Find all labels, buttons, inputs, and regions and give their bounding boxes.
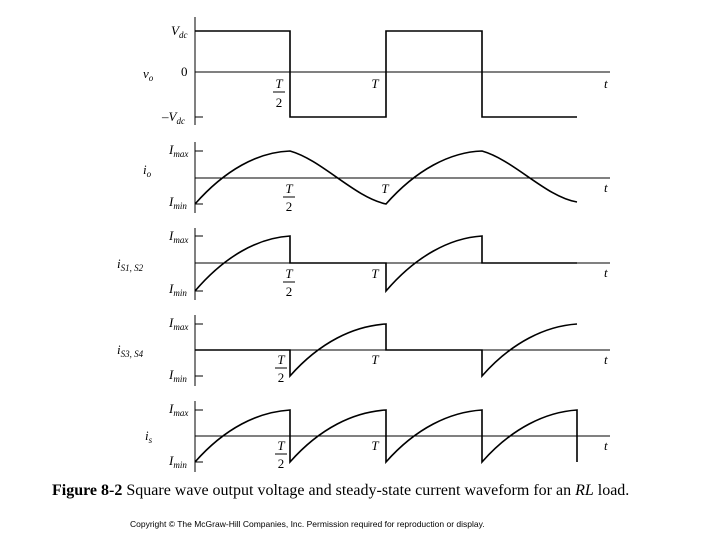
vo-level-neg-vdc: –Vdc — [161, 109, 185, 126]
is12-period-label: T — [371, 266, 379, 281]
panel-io: Imax Imin io T 2 T t — [143, 142, 610, 214]
is12-level-max: Imax — [168, 228, 188, 245]
io-level-min: Imin — [168, 194, 187, 211]
io-signal-label: io — [143, 162, 152, 179]
is34-half-period-den: 2 — [278, 370, 285, 385]
figure-caption-text: Square wave output voltage and steady-st… — [126, 482, 572, 499]
vo-half-period-num: T — [275, 76, 283, 91]
is34-signal-label: iS3, S4 — [117, 342, 144, 359]
is12-half-period-den: 2 — [286, 284, 293, 299]
is-current-wave — [194, 409, 578, 465]
panel-is1-is2: Imax Imin iS1, S2 T 2 T t — [117, 228, 610, 300]
io-current-wave — [194, 150, 578, 205]
waveform-figure: Vdc 0 –Vdc vo T 2 T t Imax Imin io T 2 T… — [117, 17, 610, 472]
figure-caption-end: load. — [597, 482, 630, 499]
is34-current-wave — [195, 323, 578, 379]
figure-caption-italic: RL — [575, 482, 594, 499]
is34-level-max: Imax — [168, 315, 188, 332]
is12-time-label: t — [604, 265, 608, 280]
is-time-label: t — [604, 438, 608, 453]
vo-period-label: T — [371, 76, 379, 91]
is34-half-period-num: T — [277, 352, 285, 367]
panel-is3-is4: Imax Imin iS3, S4 T 2 T t — [117, 315, 610, 386]
is-signal-label: is — [145, 428, 153, 445]
io-level-max: Imax — [168, 142, 188, 159]
is12-signal-label: iS1, S2 — [117, 256, 144, 273]
is-period-label: T — [371, 438, 379, 453]
figure-caption-label: Figure 8-2 — [52, 482, 123, 499]
is34-level-min: Imin — [168, 367, 187, 384]
vo-signal-label: vo — [143, 66, 154, 83]
io-period-label: T — [381, 181, 389, 196]
figure-caption: Figure 8-2 Square wave output voltage an… — [52, 481, 702, 500]
is-half-period-num: T — [277, 438, 285, 453]
panel-is: Imax Imin is T 2 T t — [145, 401, 610, 472]
is34-time-label: t — [604, 352, 608, 367]
is12-half-period-num: T — [285, 266, 293, 281]
vo-level-vdc: Vdc — [171, 23, 187, 40]
copyright-notice: Copyright © The McGraw-Hill Companies, I… — [130, 519, 485, 529]
vo-square-wave — [195, 30, 577, 118]
vo-half-period-den: 2 — [276, 95, 283, 110]
is12-current-wave — [194, 235, 577, 294]
io-half-period-num: T — [285, 181, 293, 196]
panel-vo: Vdc 0 –Vdc vo T 2 T t — [143, 17, 610, 126]
is34-period-label: T — [371, 352, 379, 367]
vo-time-label: t — [604, 76, 608, 91]
io-time-label: t — [604, 180, 608, 195]
is-level-max: Imax — [168, 401, 188, 418]
io-half-period-den: 2 — [286, 199, 293, 214]
is-half-period-den: 2 — [278, 456, 285, 471]
is12-level-min: Imin — [168, 281, 187, 298]
is-level-min: Imin — [168, 453, 187, 470]
vo-level-zero: 0 — [181, 64, 188, 79]
